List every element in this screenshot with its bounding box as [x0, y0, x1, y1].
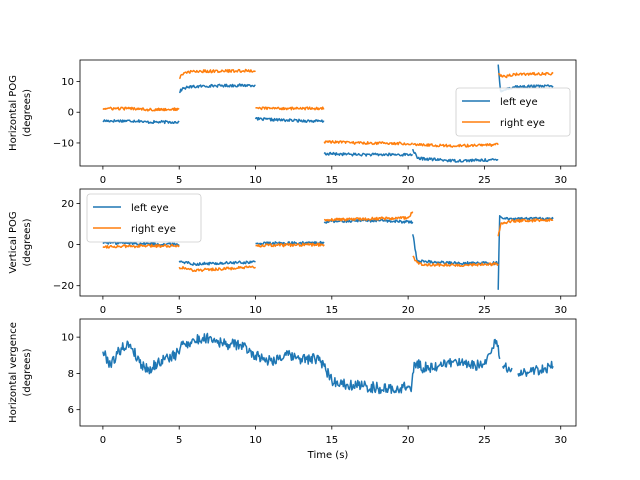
y-axis-label: Horizontal vergence	[8, 322, 19, 423]
x-tick-label: 20	[402, 305, 415, 316]
series-line-right-eye-seg1	[102, 106, 180, 112]
axes-frame	[79, 59, 577, 167]
axes-frame	[79, 318, 577, 427]
legend-box	[86, 193, 202, 243]
x-tick-label: 15	[325, 175, 338, 186]
x-tick-label: 0	[100, 305, 106, 316]
chart-panel-1: 0 5 10 15 20 25 30 −10 0 10 Horizontal POG (degrees…	[8, 59, 577, 186]
x-tick-label: 20	[402, 435, 415, 446]
y-tick-label: 0	[68, 240, 74, 251]
y-axis-label: Horizontal POG	[8, 75, 19, 151]
series-line-vergence-seg3	[517, 360, 554, 377]
x-axis-label: Time (s)	[307, 450, 349, 461]
y-tick-label: 0	[68, 108, 74, 119]
x-tick-label: 15	[325, 435, 338, 446]
series-line-right-eye-seg1	[102, 243, 180, 249]
y-tick-label: −20	[53, 281, 74, 292]
x-tick-label: 30	[554, 175, 567, 186]
series-line-vergence-seg1	[102, 332, 501, 395]
x-tick-label: 5	[176, 435, 182, 446]
x-tick-label: 5	[176, 175, 182, 186]
series-line-right-eye-seg5	[412, 255, 499, 268]
legend: left eye right eye	[455, 87, 571, 137]
series-line-left-eye-seg4	[323, 151, 413, 157]
y-tick-label: 6	[68, 405, 74, 416]
legend-box	[455, 87, 571, 137]
chart-panel-2: 0 5 10 15 20 25 30 −20 0 20 Vertical POG (degrees) l…	[8, 188, 577, 316]
series-line-left-eye-seg2	[178, 260, 256, 266]
x-tick-label: 10	[249, 435, 262, 446]
series-line-right-eye-seg3	[255, 242, 325, 248]
series-line-right-eye-seg5	[412, 142, 499, 148]
axes-frame	[79, 188, 577, 297]
series-line-right-eye-seg6	[497, 218, 554, 237]
series-line-left-eye-seg2	[179, 83, 256, 94]
y-axis-label: (degrees)	[22, 218, 33, 266]
x-tick-label: 25	[478, 305, 491, 316]
series-line-left-eye-seg3	[254, 116, 325, 123]
x-tick-label: 20	[402, 175, 415, 186]
y-axis-label: (degrees)	[22, 348, 33, 396]
x-tick-label: 25	[478, 175, 491, 186]
x-tick-label: 15	[325, 305, 338, 316]
x-tick-label: 10	[249, 305, 262, 316]
series-line-right-eye-seg3	[255, 106, 325, 111]
x-tick-label: 0	[100, 435, 106, 446]
x-tick-label: 5	[176, 305, 182, 316]
legend-label: right eye	[500, 118, 545, 129]
series-line-left-eye-seg1	[102, 240, 180, 247]
y-tick-label: 8	[68, 369, 74, 380]
series-line-right-eye-seg2	[179, 68, 256, 80]
legend-label: left eye	[500, 97, 538, 108]
series-line-left-eye-seg5	[411, 234, 499, 266]
x-tick-label: 30	[554, 305, 567, 316]
series-line-left-eye-seg1	[102, 119, 180, 125]
x-tick-label: 0	[100, 175, 106, 186]
chart-panel-3: 0 5 10 15 20 25 30 6 8 10 Horizontal vergence (degr…	[8, 318, 577, 461]
legend-label: right eye	[131, 224, 176, 235]
y-tick-label: 20	[61, 199, 74, 210]
legend-label: left eye	[131, 203, 169, 214]
series-line-vergence-seg2	[502, 362, 513, 373]
series-line-right-eye-seg6	[498, 71, 554, 79]
series-line-left-eye-seg4	[323, 218, 414, 225]
series-line-right-eye-seg4	[323, 211, 414, 222]
y-tick-label: 10	[61, 333, 74, 344]
series-line-right-eye-seg4	[323, 140, 413, 146]
x-tick-label: 25	[478, 435, 491, 446]
series-line-left-eye-seg5	[411, 148, 499, 163]
y-tick-label: −10	[53, 138, 74, 149]
series-line-right-eye-seg2	[178, 265, 256, 273]
x-tick-label: 30	[554, 435, 567, 446]
y-axis-label: (degrees)	[22, 89, 33, 137]
legend: left eye right eye	[86, 193, 202, 243]
y-tick-label: 10	[61, 77, 74, 88]
y-axis-label: Vertical POG	[8, 211, 19, 273]
x-tick-label: 10	[249, 175, 262, 186]
series-line-left-eye-seg6	[497, 215, 554, 290]
